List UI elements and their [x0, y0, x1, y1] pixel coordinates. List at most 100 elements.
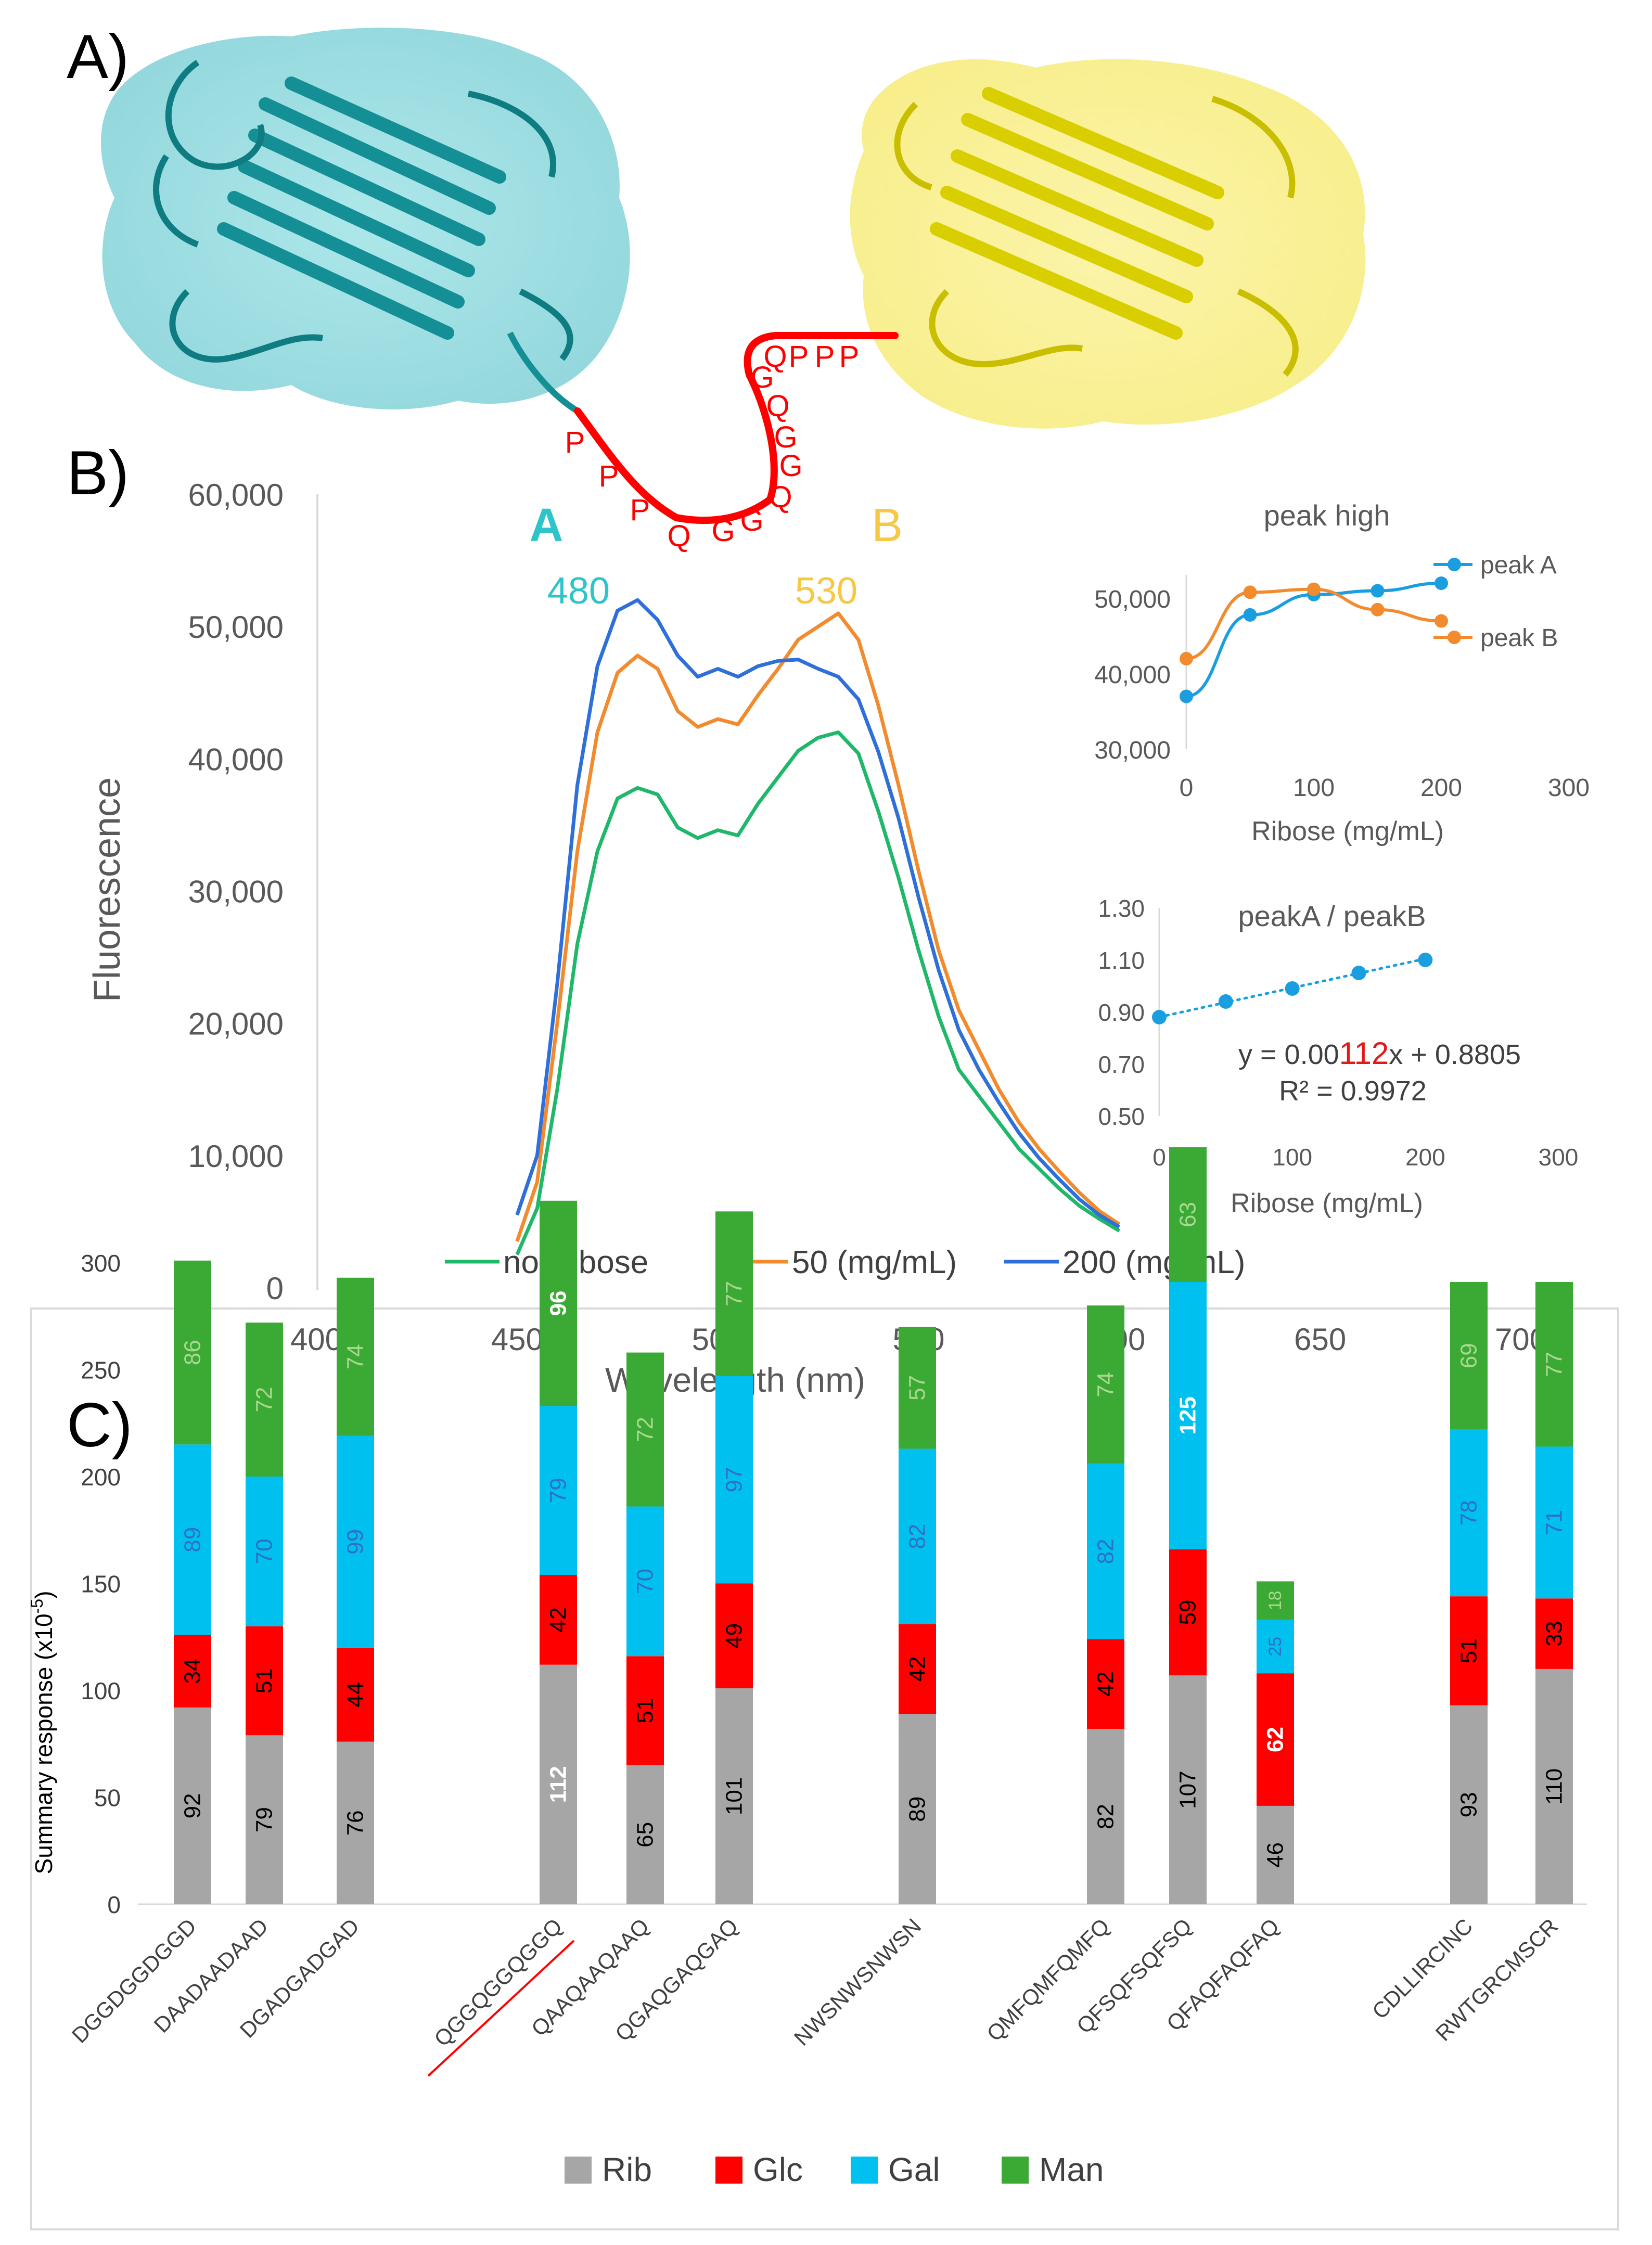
inset1-legend-marker [1448, 631, 1461, 644]
inset1-point [1435, 576, 1448, 590]
bar-data-label: 82 [1093, 1804, 1119, 1829]
spectrum-y-tick-label: 50,000 [188, 610, 284, 645]
linker-letter: Q [667, 519, 690, 553]
ratio-title: peakA / peakB [1238, 900, 1426, 932]
inset1-legend-label: peak A [1480, 551, 1557, 579]
bar-segment-man [540, 1200, 577, 1406]
spectrum-chart: 0 10,000 20,000 30,000 40,000 50,000 60,000 40… [86, 478, 1547, 1399]
summary-y-tick-label: 100 [81, 1677, 121, 1704]
legend-swatch-man [1002, 2157, 1029, 2184]
spectrum-y-axis-title: Fluorescence [86, 777, 128, 1002]
bar-segment-gal [337, 1435, 374, 1648]
bar-data-label: 97 [722, 1467, 747, 1493]
linker-letter: P [839, 340, 860, 374]
legend-label: 200 (mg/mL) [1062, 1245, 1245, 1280]
bar-segment-rib [1087, 1728, 1124, 1904]
bar-data-label: 89 [905, 1797, 930, 1822]
bar-segment-gal [899, 1448, 936, 1624]
summary-y-axis-title: Summary response (x10-5) [28, 1591, 57, 1875]
inset2-y-tick-label: 0.90 [1098, 999, 1145, 1026]
bar-segment-man [899, 1327, 936, 1449]
bar-data-label: 34 [180, 1659, 206, 1684]
bar-segment-glc [246, 1626, 283, 1736]
linker-letter: G [750, 361, 774, 394]
ratio-x-axis-title: Ribose (mg/mL) [1231, 1188, 1423, 1218]
bar-segment-gal [715, 1376, 753, 1584]
bar-data-label: 62 [1263, 1727, 1288, 1752]
bar-data-label: 46 [1263, 1842, 1288, 1868]
inset1-point [1435, 614, 1448, 628]
peak-b-wavelength: 530 [795, 570, 857, 612]
spectrum-y-tick-label: 60,000 [188, 478, 284, 512]
bar-segment-gal [626, 1506, 664, 1657]
bar-segment-glc [626, 1656, 664, 1765]
bar-segment-glc [1450, 1596, 1488, 1705]
bar-segment-man [246, 1323, 283, 1477]
bar-segment-man [1169, 1147, 1207, 1282]
bar-segment-rib [1169, 1675, 1207, 1904]
bar-data-label: 72 [252, 1387, 277, 1413]
inset1-x-tick-label: 0 [1180, 774, 1194, 802]
inset1-point [1307, 582, 1321, 596]
linker-letter: P [565, 426, 585, 459]
bar-data-label: 25 [1265, 1637, 1285, 1657]
bar-data-label: 57 [905, 1375, 930, 1401]
spectrum-y-tick-label: 40,000 [188, 742, 284, 777]
linker-letter: Q [769, 480, 792, 514]
spectrum-y-tick-label: 30,000 [188, 875, 284, 909]
inset2-y-tick-label: 0.50 [1098, 1103, 1145, 1130]
inset1-y-tick-label: 30,000 [1094, 737, 1171, 764]
ratio-point [1218, 994, 1233, 1009]
bar-segment-rib [174, 1707, 211, 1904]
inset1-x-tick-label: 100 [1293, 774, 1335, 802]
yfp-protein-structure [850, 59, 1366, 429]
bar-segment-rib [540, 1664, 577, 1904]
peak-high-title: peak high [1264, 499, 1390, 532]
panel-label-b: B) [67, 438, 129, 508]
legend-swatch-rib [565, 2157, 592, 2184]
legend-label: Man [1039, 2151, 1104, 2188]
inset2-y-tick-label: 1.10 [1098, 947, 1145, 974]
inset1-point [1371, 584, 1385, 598]
inset1-legend-label: peak B [1480, 624, 1558, 652]
peak-a-letter: A [530, 499, 564, 551]
inset2-y-tick-label: 1.30 [1098, 895, 1145, 922]
bar-data-label: 51 [633, 1698, 658, 1724]
cfp-protein-structure [100, 28, 630, 414]
inset2-y-tick-label: 0.70 [1098, 1051, 1145, 1078]
bar-segment-glc [540, 1575, 577, 1665]
bar-data-label: 44 [343, 1682, 368, 1708]
bar-data-label: 112 [546, 1766, 571, 1803]
linker-letter: Q [763, 340, 787, 374]
bar-segment-man [715, 1211, 753, 1376]
bar-segment-glc [899, 1624, 936, 1714]
inset2-x-tick-label: 100 [1272, 1144, 1312, 1171]
peak-a-wavelength: 480 [547, 570, 610, 612]
summary-y-tick-label: 200 [81, 1464, 121, 1491]
bar-data-label: 69 [1456, 1343, 1482, 1368]
bar-segment-man [626, 1352, 664, 1507]
inset2-x-tick-label: 200 [1405, 1144, 1445, 1171]
bar-data-label: 72 [633, 1417, 658, 1442]
bar-segment-rib [1257, 1805, 1294, 1904]
bar-segment-rib [1535, 1669, 1573, 1904]
linker-letter: G [774, 420, 797, 454]
linker-letter: P [815, 340, 835, 374]
bar-segment-man [1257, 1581, 1294, 1620]
bar-segment-rib [899, 1714, 936, 1904]
bar-data-label: 71 [1542, 1510, 1567, 1535]
spectrum-x-tick-label: 400 [290, 1322, 342, 1357]
summary-y-tick-label: 50 [94, 1785, 121, 1812]
summary-y-tick-label: 0 [107, 1891, 121, 1918]
spectrum-y-tick-label: 0 [266, 1271, 284, 1306]
ratio-point [1418, 953, 1433, 967]
inset1-series-line [1186, 582, 1442, 698]
bar-segment-rib [337, 1741, 374, 1904]
linker-letter: P [789, 340, 809, 374]
inset1-x-tick-label: 200 [1420, 774, 1462, 802]
bar-data-label: 77 [722, 1281, 747, 1306]
bar-data-label: 82 [1093, 1538, 1119, 1564]
bar-data-label: 99 [343, 1529, 368, 1555]
